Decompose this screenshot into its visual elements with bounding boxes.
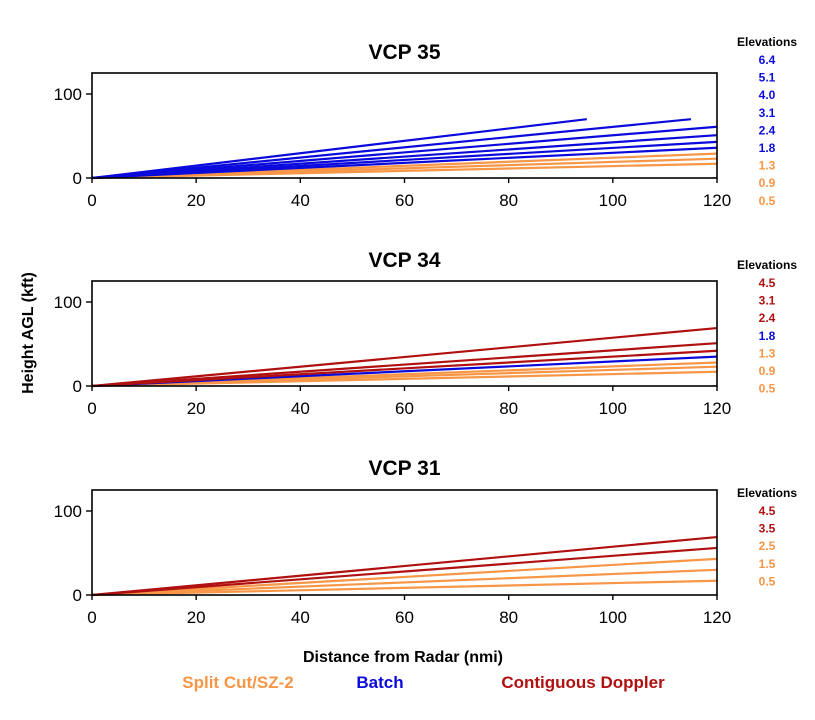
x-tick-label: 20 bbox=[187, 191, 206, 210]
series-line-4.5 bbox=[91, 326, 718, 388]
elevation-label: 2.5 bbox=[759, 539, 776, 553]
x-tick-label: 120 bbox=[703, 191, 731, 210]
x-tick-label: 40 bbox=[291, 608, 310, 627]
y-tick-label: 0 bbox=[73, 377, 82, 396]
series-line-6.4 bbox=[91, 118, 587, 180]
x-tick-label: 40 bbox=[291, 399, 310, 418]
panel-vcp-2: VCP 31 0 100 0 20 40 60 80 100 120 Elevations 4.5 3.… bbox=[54, 457, 798, 627]
series-line-4.5 bbox=[91, 535, 718, 597]
x-tick-label: 100 bbox=[599, 399, 627, 418]
series-line-4.0 bbox=[91, 125, 718, 180]
panel-vcp-1: VCP 34 0 100 0 20 40 60 80 100 120 Elevations 4.5 3.… bbox=[54, 249, 798, 418]
elevation-label: 1.3 bbox=[759, 159, 776, 173]
elevation-label: 5.1 bbox=[759, 71, 776, 85]
plot-frame bbox=[91, 489, 718, 596]
panel-vcp-0: VCP 35 0 100 0 20 40 60 80 100 120 Elevations 6.4 5.… bbox=[54, 35, 798, 210]
series-line-2.4 bbox=[91, 140, 718, 180]
x-tick-label: 60 bbox=[395, 608, 414, 627]
elevation-label: 1.8 bbox=[759, 329, 776, 343]
series-line-3.5 bbox=[91, 546, 718, 597]
elevation-label: 3.1 bbox=[759, 106, 776, 120]
elevations-heading: Elevations bbox=[737, 35, 797, 49]
x-tick-label: 40 bbox=[291, 191, 310, 210]
elevation-label: 2.4 bbox=[759, 311, 776, 325]
elevations-heading: Elevations bbox=[737, 258, 797, 272]
x-tick-label: 120 bbox=[703, 399, 731, 418]
y-tick-label: 0 bbox=[73, 586, 82, 605]
elevation-label: 4.5 bbox=[759, 276, 776, 290]
x-tick-label: 80 bbox=[499, 399, 518, 418]
x-tick-label: 0 bbox=[87, 399, 96, 418]
x-tick-label: 0 bbox=[87, 608, 96, 627]
x-tick-label: 80 bbox=[499, 608, 518, 627]
legend-entry: Contiguous Doppler bbox=[501, 673, 665, 692]
legend: Split Cut/SZ-2 Batch Contiguous Doppler bbox=[182, 673, 665, 692]
panel-title: VCP 35 bbox=[369, 41, 441, 64]
legend-entry: Split Cut/SZ-2 bbox=[182, 673, 293, 692]
elevation-label: 0.5 bbox=[759, 574, 776, 588]
y-tick-label: 100 bbox=[54, 85, 82, 104]
elevation-label: 1.3 bbox=[759, 346, 776, 360]
x-tick-label: 0 bbox=[87, 191, 96, 210]
x-tick-label: 100 bbox=[599, 608, 627, 627]
elevation-label: 0.9 bbox=[759, 364, 776, 378]
elevation-label: 2.4 bbox=[759, 123, 776, 137]
elevation-label: 1.8 bbox=[759, 141, 776, 155]
x-tick-label: 80 bbox=[499, 191, 518, 210]
elevation-label: 0.5 bbox=[759, 194, 776, 208]
panel-title: VCP 31 bbox=[369, 457, 441, 480]
x-tick-label: 20 bbox=[187, 608, 206, 627]
series-line-2.4 bbox=[91, 349, 718, 388]
panel-title: VCP 34 bbox=[369, 249, 441, 272]
series-line-3.1 bbox=[91, 134, 718, 180]
elevation-label: 1.5 bbox=[759, 557, 776, 571]
series-line-2.5 bbox=[91, 557, 718, 597]
x-axis-title: Distance from Radar (nmi) bbox=[303, 649, 503, 666]
series-line-0.5 bbox=[91, 579, 718, 597]
series-line-3.1 bbox=[91, 342, 718, 388]
elevation-label: 6.4 bbox=[759, 53, 776, 67]
series-line-1.5 bbox=[91, 568, 718, 597]
y-axis-title: Height AGL (kft) bbox=[20, 272, 37, 394]
elevation-label: 0.5 bbox=[759, 382, 776, 396]
elevation-label: 0.9 bbox=[759, 176, 776, 190]
x-tick-label: 60 bbox=[395, 399, 414, 418]
elevations-heading: Elevations bbox=[737, 486, 797, 500]
elevation-label: 3.1 bbox=[759, 294, 776, 308]
x-tick-label: 20 bbox=[187, 399, 206, 418]
y-tick-label: 0 bbox=[73, 169, 82, 188]
x-tick-label: 100 bbox=[599, 191, 627, 210]
series-line-5.1 bbox=[91, 118, 692, 180]
x-tick-label: 120 bbox=[703, 608, 731, 627]
elevation-label: 4.5 bbox=[759, 504, 776, 518]
elevation-label: 3.5 bbox=[759, 522, 776, 536]
x-tick-label: 60 bbox=[395, 191, 414, 210]
y-tick-label: 100 bbox=[54, 293, 82, 312]
y-tick-label: 100 bbox=[54, 502, 82, 521]
elevation-label: 4.0 bbox=[759, 88, 776, 102]
legend-entry: Batch bbox=[356, 673, 403, 692]
